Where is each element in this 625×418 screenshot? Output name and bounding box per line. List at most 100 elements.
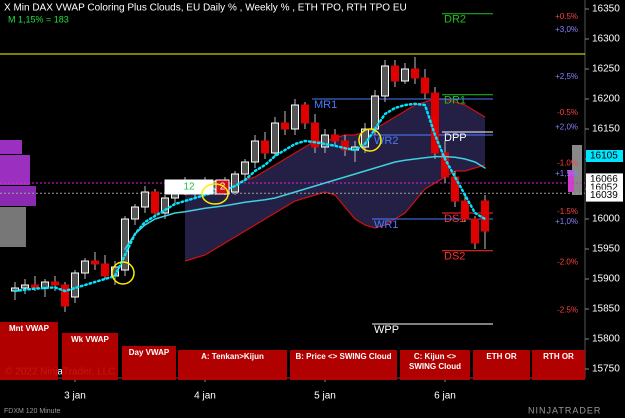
candle-body (241, 161, 249, 175)
tpo-count: 2 (220, 182, 226, 193)
candle-body (81, 260, 89, 274)
highlight-circle (111, 261, 135, 285)
candle-body (71, 272, 79, 298)
candle-body (51, 281, 59, 286)
x-tick-label: 4 jan (194, 391, 216, 402)
button-label: Wk VWAP (71, 335, 109, 344)
percent-label: -2.5% (557, 305, 578, 314)
pivot-label: DPP (444, 132, 467, 144)
annotations (111, 128, 382, 285)
candle-body (331, 134, 339, 142)
candle-body (391, 65, 399, 82)
candle-body (401, 68, 409, 82)
indicator-button[interactable]: ETH OR (473, 350, 530, 380)
profile-bar (0, 155, 30, 185)
percent-label: +0.5% (555, 12, 578, 21)
candle-body (411, 68, 419, 79)
percent-label: +3,0% (555, 25, 578, 34)
price-marker-label: 16105 (590, 151, 618, 162)
indicator-button[interactable]: B: Price <> SWING Cloud (290, 350, 397, 380)
percent-label: -2.0% (557, 257, 578, 266)
instrument: FDXM 120 Minute (4, 408, 61, 415)
y-tick-label: 15950 (592, 244, 620, 255)
candle-body (421, 77, 429, 94)
pivot-label: DR2 (444, 14, 466, 26)
x-tick-label: 3 jan (64, 391, 86, 402)
percent-label: +1,5% (555, 169, 578, 178)
percent-label: -1.5% (557, 207, 578, 216)
brand: NINJATRADER (528, 405, 601, 415)
tpo-box (215, 179, 230, 195)
y-tick-label: 15750 (592, 364, 620, 375)
indicator-button[interactable]: Mnt VWAP (0, 322, 58, 380)
price-marker (586, 189, 623, 202)
candle-body (471, 218, 479, 244)
candle-body (151, 191, 159, 214)
profile-bar (568, 170, 574, 192)
candle-body (381, 65, 389, 97)
chart-subtitle: M 1,15% = 183 (8, 14, 69, 24)
candle-body (141, 191, 149, 208)
candle-body (301, 104, 309, 124)
cloud-edge (184, 164, 486, 262)
profile-bar (0, 207, 26, 247)
pivot-label: WR1 (374, 219, 398, 231)
button-label: ETH OR (486, 352, 516, 361)
profile-bar (0, 186, 36, 206)
candle-body (431, 92, 439, 154)
chart-title: X Min DAX VWAP Coloring Plus Clouds, EU … (4, 3, 407, 14)
y-tick-label: 15800 (592, 334, 620, 345)
percent-label: -1.0% (557, 158, 578, 167)
price-marker (586, 150, 623, 162)
volume-profile (0, 140, 582, 247)
candle-body (161, 197, 169, 214)
percent-label: +2,0% (555, 122, 578, 131)
x-tick-label: 6 jan (434, 391, 456, 402)
indicator-button[interactable]: Wk VWAP (62, 333, 118, 380)
indicator-button[interactable]: A: Tenkan>Kijun (178, 350, 287, 380)
pivot-label: MR1 (314, 99, 337, 111)
highlight-circle (358, 128, 382, 152)
y-tick-label: 16000 (592, 214, 620, 225)
profile-bar (572, 145, 582, 195)
y-tick-label: 16300 (592, 34, 620, 45)
pivot-label: DR1 (444, 95, 466, 107)
indicator-button[interactable]: C: Kijun <> SWING Cloud (400, 350, 470, 380)
button-label: Mnt VWAP (9, 324, 50, 333)
button-face (290, 350, 397, 380)
kijun-line (124, 155, 486, 250)
candle-body (91, 260, 99, 265)
candle-body (481, 200, 489, 232)
tpo-box (164, 179, 214, 195)
copyright: © 2022 NinjaTrader, LLC (5, 367, 115, 378)
candle-body (21, 284, 29, 289)
candle-body (321, 134, 329, 148)
candle-body (291, 104, 299, 130)
y-tick-label: 15850 (592, 304, 620, 315)
button-face (400, 350, 470, 380)
price-marker-label: 16066 (590, 174, 618, 185)
button-face (122, 346, 176, 380)
candle-body (231, 173, 239, 193)
y-tick-label: 16150 (592, 124, 620, 135)
vwap-line (13, 102, 487, 293)
pivot-label: WR2 (374, 135, 398, 147)
profile-bar (0, 140, 22, 154)
y-tick-label: 16250 (592, 64, 620, 75)
highlight-circle (201, 183, 229, 205)
percent-label: -0.5% (557, 108, 578, 117)
button-face (532, 350, 585, 380)
button-face (473, 350, 530, 380)
candle-body (271, 122, 279, 154)
button-label: C: Kijun <> SWING Cloud (409, 352, 461, 371)
pivot-label: WPP (374, 324, 399, 336)
candle-body (451, 176, 459, 202)
candle-body (341, 140, 349, 151)
candle-body (101, 263, 109, 277)
y-tick-label: 15900 (592, 274, 620, 285)
indicator-button[interactable]: Day VWAP (122, 346, 176, 380)
percent-label: +2,5% (555, 72, 578, 81)
indicator-button[interactable]: RTH OR (532, 350, 585, 380)
